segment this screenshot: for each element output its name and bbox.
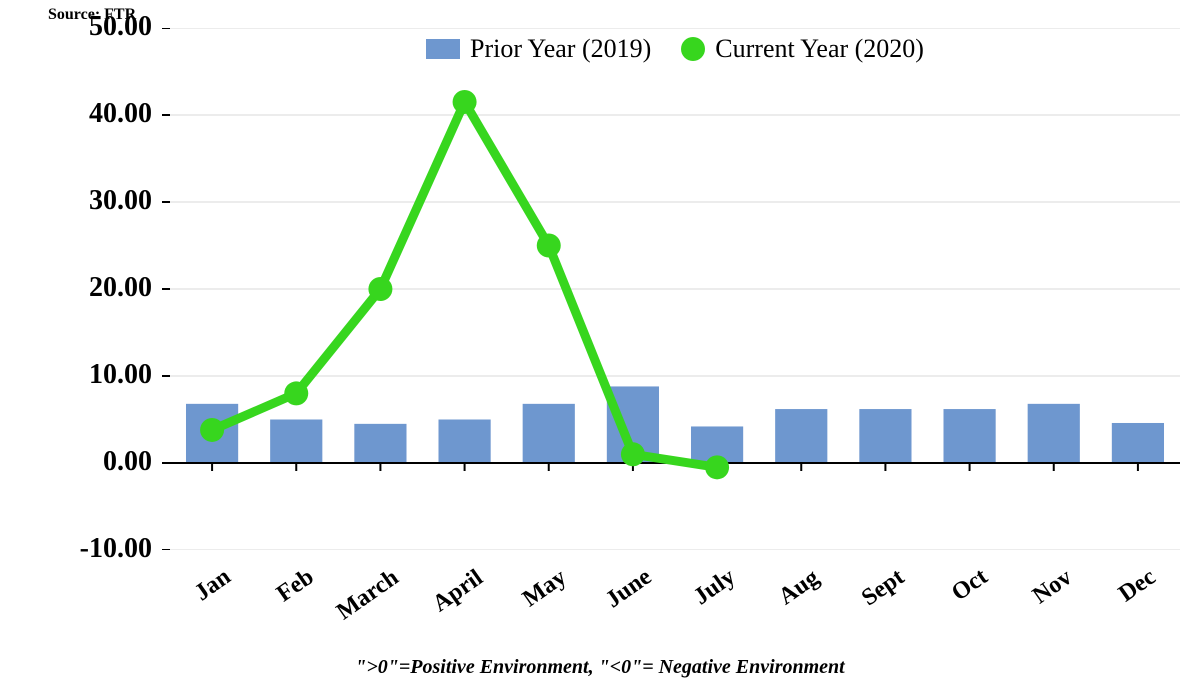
legend-label-prior-year: Prior Year (2019) — [470, 34, 651, 64]
x-tick-label: Feb — [272, 564, 319, 608]
bar — [859, 409, 911, 463]
y-tick-label: 30.00 — [0, 185, 152, 217]
x-tick-label: June — [601, 564, 657, 614]
line-marker — [284, 381, 308, 405]
plot-area: Prior Year (2019) Current Year (2020) — [170, 28, 1180, 550]
y-tick-label: 20.00 — [0, 272, 152, 304]
legend: Prior Year (2019) Current Year (2020) — [170, 34, 1180, 64]
chart-svg — [160, 28, 1180, 550]
line-marker — [537, 234, 561, 258]
y-tick-label: -10.00 — [0, 533, 152, 565]
legend-swatch-bar — [426, 39, 460, 59]
x-tick-label: Nov — [1028, 564, 1077, 610]
bar — [1112, 423, 1164, 463]
x-tick-label: Dec — [1114, 564, 1161, 608]
x-tick-label: Aug — [774, 564, 824, 611]
y-tick-label: 0.00 — [0, 446, 152, 478]
y-tick-label: 10.00 — [0, 359, 152, 391]
x-tick-label: May — [518, 564, 572, 613]
x-tick-label: March — [332, 564, 404, 626]
legend-label-current-year: Current Year (2020) — [715, 34, 924, 64]
x-tick-label: April — [428, 564, 488, 617]
line-marker — [200, 418, 224, 442]
x-tick-label: Jan — [190, 564, 236, 608]
line-marker — [453, 90, 477, 114]
line-marker — [621, 442, 645, 466]
bar — [270, 420, 322, 464]
bar — [523, 404, 575, 463]
bar — [1028, 404, 1080, 463]
legend-swatch-dot — [681, 37, 705, 61]
y-tick-label: 50.00 — [0, 11, 152, 43]
bar — [775, 409, 827, 463]
line-marker — [368, 277, 392, 301]
legend-item-prior-year: Prior Year (2019) — [426, 34, 651, 64]
bar — [354, 424, 406, 463]
caption: ">0"=Positive Environment, "<0"= Negativ… — [0, 656, 1200, 679]
x-tick-label: Sept — [857, 564, 910, 612]
bar — [943, 409, 995, 463]
x-tick-label: July — [689, 564, 741, 611]
bar — [438, 420, 490, 464]
legend-item-current-year: Current Year (2020) — [681, 34, 924, 64]
x-tick-label: Oct — [947, 564, 993, 608]
chart-container: Source: FTR Prior Year (2019) Current Ye… — [0, 0, 1200, 679]
line-marker — [705, 455, 729, 479]
y-tick-label: 40.00 — [0, 98, 152, 130]
